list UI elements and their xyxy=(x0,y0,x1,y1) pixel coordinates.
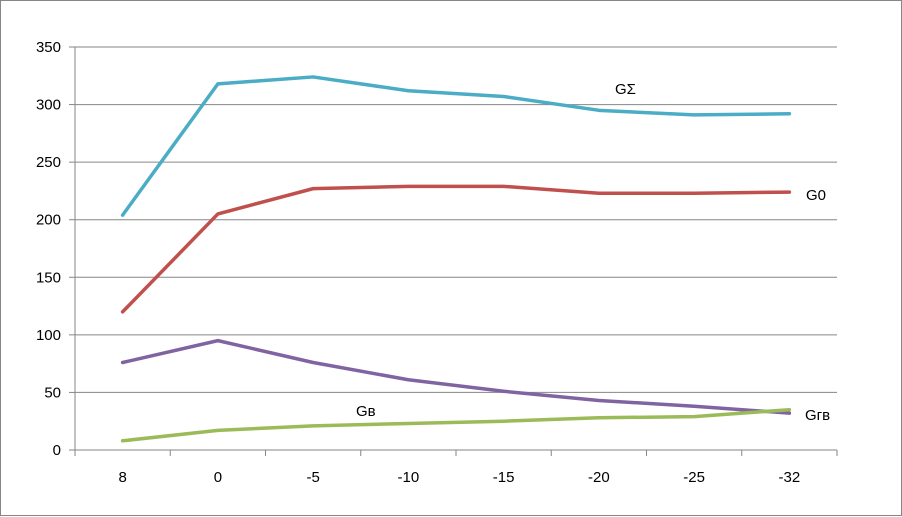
data-point xyxy=(692,415,696,419)
x-tick-label: -10 xyxy=(398,469,420,486)
x-tick-label: -25 xyxy=(683,469,705,486)
data-point xyxy=(597,108,601,112)
y-tick-label: 100 xyxy=(36,327,61,344)
data-point xyxy=(502,95,506,99)
data-point xyxy=(597,191,601,195)
series-line-3 xyxy=(120,407,792,443)
data-point xyxy=(502,184,506,188)
axes xyxy=(69,46,838,456)
x-tick-label: 0 xyxy=(214,469,222,486)
data-point xyxy=(406,184,410,188)
data-point xyxy=(597,416,601,420)
series-line-2 xyxy=(120,338,792,415)
data-point xyxy=(216,428,220,432)
data-point xyxy=(406,422,410,426)
grid-lines xyxy=(75,46,837,393)
x-tick-label: -32 xyxy=(779,469,801,486)
data-point xyxy=(502,419,506,423)
data-point xyxy=(502,389,506,393)
y-tick-label: 250 xyxy=(36,154,61,171)
x-tick-label: -15 xyxy=(493,469,515,486)
y-tick-label: 350 xyxy=(36,39,61,56)
x-tick-label: -5 xyxy=(306,469,319,486)
series-line-0 xyxy=(120,75,792,217)
data-point xyxy=(597,398,601,402)
data-point xyxy=(787,190,791,194)
x-axis-tick-labels: 8 0 -5 -10 -15 -20 -25 -32 xyxy=(118,469,800,486)
annotation-gv: Gв xyxy=(356,403,376,420)
series-annotations: GΣ G0 Gв Gгв xyxy=(356,81,830,424)
data-point xyxy=(311,75,315,79)
y-tick-label: 300 xyxy=(36,97,61,114)
data-point xyxy=(406,378,410,382)
y-tick-label: 200 xyxy=(36,212,61,229)
data-point xyxy=(121,360,125,364)
data-point xyxy=(787,112,791,116)
data-point xyxy=(216,82,220,86)
y-tick-label: 150 xyxy=(36,269,61,286)
data-point xyxy=(121,439,125,443)
y-tick-label: 50 xyxy=(44,384,61,401)
data-point xyxy=(311,187,315,191)
annotation-g-sigma: GΣ xyxy=(615,81,636,98)
data-point xyxy=(787,408,791,412)
data-point xyxy=(216,212,220,216)
series-line-1 xyxy=(120,184,792,314)
data-point xyxy=(692,113,696,117)
annotation-ggv: Gгв xyxy=(805,407,830,424)
y-axis-tick-labels: 0 50 100 150 200 250 300 350 xyxy=(36,39,61,459)
x-tick-label: -20 xyxy=(588,469,610,486)
data-point xyxy=(692,191,696,195)
data-point xyxy=(692,404,696,408)
x-tick-label: 8 xyxy=(118,469,126,486)
data-point xyxy=(787,411,791,415)
series-lines xyxy=(120,75,792,443)
data-point xyxy=(311,424,315,428)
data-point xyxy=(216,339,220,343)
data-point xyxy=(311,360,315,364)
annotation-g0: G0 xyxy=(806,187,826,204)
data-point xyxy=(121,213,125,217)
data-point xyxy=(406,89,410,93)
data-point xyxy=(121,310,125,314)
y-tick-label: 0 xyxy=(53,442,61,459)
